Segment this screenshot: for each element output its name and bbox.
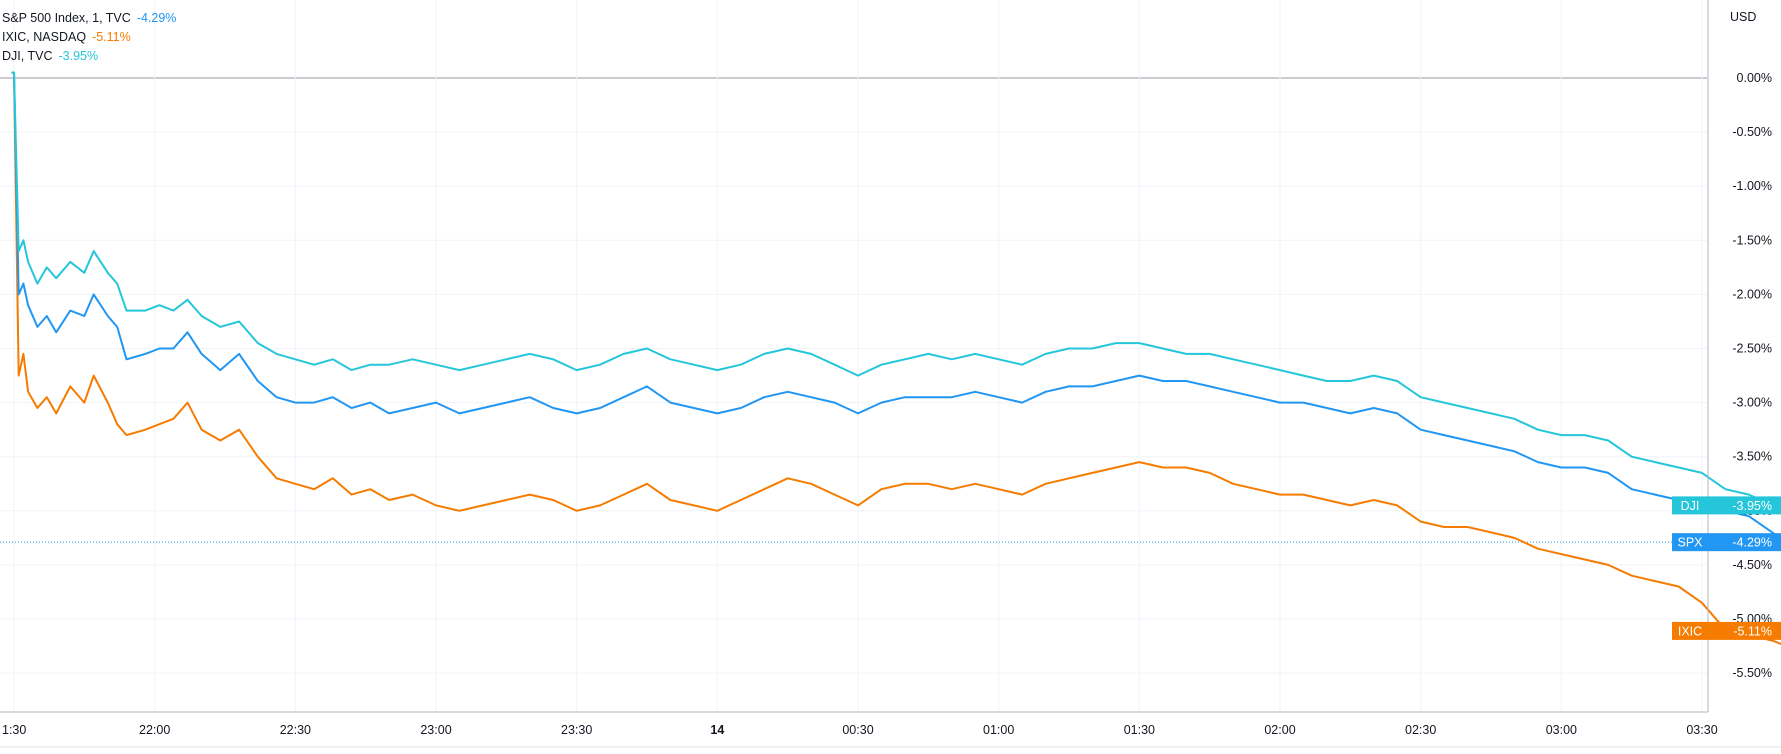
legend-pct-dji: -3.95% (58, 49, 99, 63)
legend-name-ixic: IXIC, NASDAQ (2, 30, 87, 44)
series-line-spx[interactable] (11, 71, 1781, 565)
currency-label: USD (1730, 10, 1756, 24)
y-tick-label: -3.50% (1732, 450, 1772, 464)
legend-item-ixic[interactable]: IXIC, NASDAQ -5.11% (2, 28, 176, 47)
x-tick-label: 22:30 (280, 723, 311, 737)
x-tick-label: 23:00 (420, 723, 451, 737)
series-tag-dji (1672, 496, 1708, 515)
y-tick-label: -2.50% (1732, 342, 1772, 356)
last-value-spx: SPX -4.29% (1672, 533, 1781, 552)
x-tick-label: 02:00 (1264, 723, 1295, 737)
series-lines[interactable] (11, 71, 1781, 657)
price-tag-text: -5.11% (1733, 624, 1772, 638)
series-line-ixic[interactable] (11, 71, 1781, 657)
last-value-dji: DJI -3.95% (1672, 496, 1781, 515)
last-value-ixic: IXIC -5.11% (1672, 621, 1781, 640)
y-tick-label: 0.00% (1737, 71, 1772, 85)
series-tag-spx (1672, 533, 1708, 552)
x-tick-label: 00:30 (842, 723, 873, 737)
series-tag-text: DJI (1681, 499, 1700, 513)
legend-pct-spx: -4.29% (136, 11, 177, 25)
price-tag-text: -3.95% (1732, 499, 1772, 513)
legend-name-dji: DJI, TVC (2, 49, 53, 63)
series-line-dji[interactable] (11, 71, 1781, 522)
x-tick-label: 23:30 (561, 723, 592, 737)
price-tag-dji (1708, 496, 1781, 515)
legend: S&P 500 Index, 1, TVC -4.29% IXIC, NASDAQ… (2, 9, 176, 66)
x-tick-label: 03:00 (1546, 723, 1577, 737)
legend-pct-ixic: -5.11% (92, 30, 131, 44)
series-tag-text: SPX (1677, 536, 1703, 550)
legend-name-spx: S&P 500 Index, 1, TVC (2, 11, 131, 25)
x-tick-label: 14 (710, 723, 724, 737)
x-tick-label: 03:30 (1686, 723, 1717, 737)
legend-item-spx[interactable]: S&P 500 Index, 1, TVC -4.29% (2, 9, 176, 28)
y-tick-label: -1.00% (1732, 179, 1772, 193)
series-tag-text: IXIC (1678, 624, 1702, 638)
y-tick-label: -3.00% (1732, 396, 1772, 410)
grid (0, 0, 1707, 712)
x-tick-label: 22:00 (139, 723, 170, 737)
price-tag-text: -4.29% (1732, 536, 1772, 550)
x-tick-label: 01:00 (983, 723, 1014, 737)
x-tick-label: 1:30 (2, 723, 26, 737)
y-tick-label: -2.00% (1732, 287, 1772, 301)
y-tick-label: -0.50% (1732, 125, 1772, 139)
x-tick-label: 01:30 (1124, 723, 1155, 737)
price-tag-ixic (1708, 621, 1781, 640)
series-tag-ixic (1672, 621, 1708, 640)
y-tick-label: -4.50% (1732, 558, 1772, 572)
legend-item-dji[interactable]: DJI, TVC -3.95% (2, 47, 176, 66)
y-tick-label: -5.50% (1732, 666, 1772, 680)
last-value-labels: SPX -4.29% IXIC -5.11% DJI -3.95% (1672, 496, 1781, 640)
price-tag-spx (1708, 533, 1781, 552)
y-tick-label: -1.50% (1732, 233, 1772, 247)
x-tick-label: 02:30 (1405, 723, 1436, 737)
